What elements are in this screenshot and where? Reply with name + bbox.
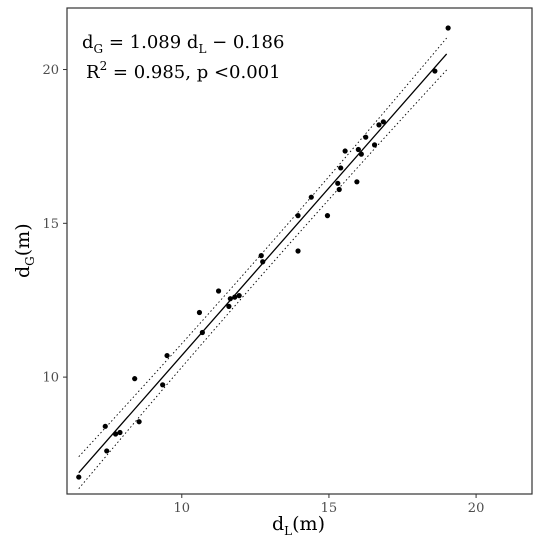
data-point (117, 429, 123, 436)
data-point (160, 382, 166, 388)
data-point (376, 122, 382, 128)
data-point (102, 423, 108, 429)
data-point (342, 148, 348, 154)
ci-upper-line (78, 37, 447, 458)
x-tick-label: 15 (321, 501, 338, 516)
data-point (215, 288, 222, 294)
data-point (354, 179, 360, 185)
x-axis-title: dL(m) (272, 513, 325, 538)
data-point (336, 186, 342, 193)
data-point (112, 431, 119, 437)
data-point (260, 259, 266, 265)
data-point (232, 294, 238, 300)
y-tick-label: 15 (42, 217, 59, 232)
data-point (295, 248, 301, 254)
x-tick-label: 10 (174, 501, 191, 516)
data-point (236, 293, 242, 299)
data-point (227, 296, 233, 302)
y-tick-label: 10 (42, 371, 59, 386)
ci-lower-line (78, 69, 447, 489)
data-point (196, 309, 203, 316)
x-axis-ticks: 10 15 20 (174, 494, 485, 516)
data-point (338, 165, 344, 171)
data-point (104, 448, 110, 454)
data-point (308, 194, 314, 200)
y-tick-label: 20 (42, 63, 59, 78)
data-point (324, 213, 331, 219)
data-point (432, 68, 438, 74)
data-point (295, 213, 301, 219)
data-point (380, 119, 386, 125)
data-point (226, 303, 232, 309)
regression-equation: dG = 1.089 dL − 0.186 (82, 32, 284, 56)
data-point (199, 329, 205, 336)
data-point (76, 474, 82, 480)
data-points (76, 25, 451, 480)
x-tick-label: 20 (468, 501, 485, 516)
data-point (371, 142, 378, 148)
regression-stats: R2 = 0.985, p <0.001 (86, 59, 281, 83)
data-point (136, 419, 142, 425)
data-point (363, 134, 369, 140)
data-point (445, 25, 451, 31)
data-point (132, 376, 138, 382)
y-axis-title: dG(m) (12, 223, 37, 278)
data-point (358, 151, 364, 157)
y-axis-ticks: 10 15 20 (42, 63, 67, 386)
data-point (335, 180, 341, 186)
data-point (355, 146, 361, 153)
data-point (258, 253, 264, 259)
data-point (164, 352, 170, 359)
panel-border (66, 7, 533, 495)
